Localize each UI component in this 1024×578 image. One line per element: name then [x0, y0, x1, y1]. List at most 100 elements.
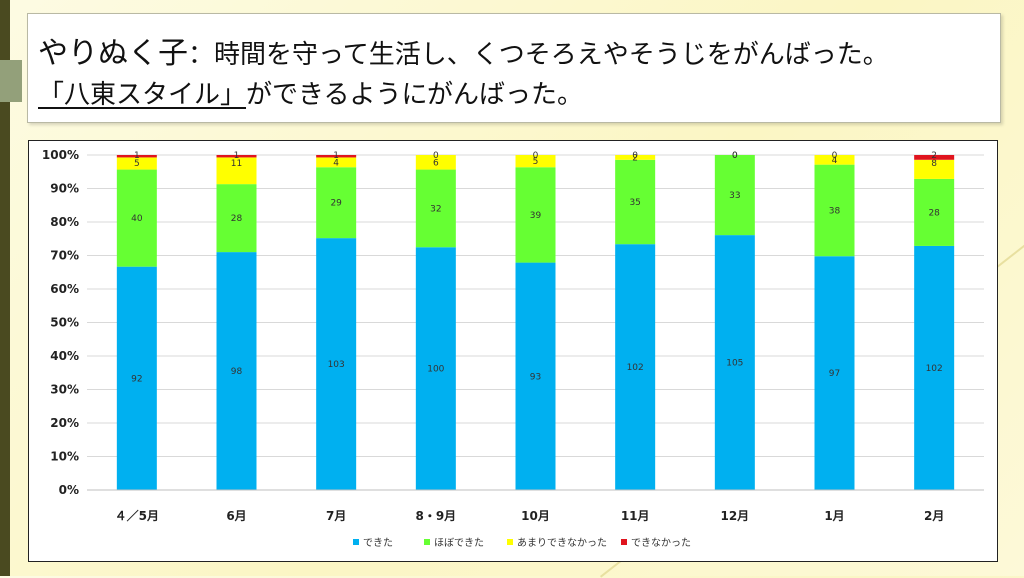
bar-segment [216, 184, 257, 253]
slide-subtitle: 「八東スタイル」ができるようにがんばった。 [38, 74, 583, 111]
data-label: 102 [627, 363, 644, 373]
x-tick-label: 2月 [924, 509, 944, 523]
legend-label: できた [363, 537, 393, 549]
bar-segment [116, 157, 157, 170]
data-label: 8 [931, 159, 937, 169]
data-label: 5 [134, 159, 140, 169]
data-label: 0 [433, 151, 439, 161]
y-tick-label: 0% [59, 483, 79, 497]
data-label: 40 [131, 214, 143, 224]
y-tick-label: 30% [50, 383, 79, 397]
bar-segment [814, 256, 855, 490]
bar-segment [615, 244, 656, 490]
bar-segment [914, 178, 955, 246]
bar-segment [216, 252, 257, 490]
title-box: やりぬく子：時間を守って生活し、くつそろえやそうじをがんばった。 「八東スタイル… [27, 13, 1001, 123]
y-tick-label: 50% [50, 316, 79, 330]
slide-title: やりぬく子：時間を守って生活し、くつそろえやそうじをがんばった。 [38, 28, 889, 72]
data-label: 29 [330, 199, 342, 209]
bar-segment [714, 155, 755, 236]
data-label: 5 [533, 157, 539, 167]
data-label: 38 [829, 206, 841, 216]
legend-label: あまりできなかった [517, 537, 607, 549]
bar-segment [316, 167, 357, 239]
legend-swatch [424, 539, 430, 545]
data-label: 6 [433, 158, 439, 168]
data-label: 4 [333, 158, 339, 168]
x-tick-label: 10月 [521, 509, 550, 523]
subtitle-rest: ができるようにがんばった。 [246, 80, 583, 110]
x-tick-label: ４／5月 [115, 508, 159, 523]
bar-segment [216, 157, 257, 185]
data-label: 100 [427, 365, 444, 375]
data-label: 92 [131, 374, 142, 384]
chart-container: 0% 10% 20% 30% 40% 50% 60% 70% 80% 90% 100% 92 40 5 1 ４… [28, 140, 998, 562]
data-label: 4 [832, 156, 838, 166]
bar-segment [316, 238, 357, 490]
data-label: 105 [726, 359, 743, 369]
data-label: 97 [829, 369, 840, 379]
y-tick-label: 40% [50, 349, 79, 363]
y-tick-label: 80% [50, 215, 79, 229]
data-label: 103 [328, 360, 345, 370]
data-label: 1 [333, 151, 339, 161]
y-tick-label: 70% [50, 249, 79, 263]
bar-segment [814, 164, 855, 257]
data-label: 28 [231, 214, 243, 224]
data-label: 1 [134, 151, 140, 161]
data-label: 32 [430, 204, 441, 214]
bar-segment [515, 155, 556, 168]
subtitle-underlined: 「八東スタイル」 [38, 80, 247, 110]
bar-segment [415, 169, 456, 248]
data-label: 2 [931, 151, 937, 161]
data-label: 2 [632, 153, 638, 163]
bar-segment [415, 247, 456, 490]
bar-segment [316, 155, 357, 158]
bar-segment [116, 266, 157, 490]
data-label: 0 [832, 151, 838, 161]
data-label: 0 [732, 151, 738, 161]
x-tick-label: 7月 [326, 509, 346, 523]
legend-swatch [353, 539, 359, 545]
data-label: 102 [926, 364, 943, 374]
data-label: 33 [729, 191, 740, 201]
left-accent-block [0, 60, 22, 102]
data-label: 0 [732, 151, 738, 161]
bar-segment [316, 157, 357, 168]
left-accent-bar [0, 0, 10, 576]
bar-segment [515, 167, 556, 263]
x-tick-label: 6月 [226, 509, 246, 523]
stacked-bar-chart: 0%10%20%30%40%50%60%70%80%90%100%924051４… [42, 148, 984, 549]
title-rest: 時間を守って生活し、くつそろえやそうじをがんばった。 [214, 40, 889, 70]
data-label: 11 [231, 159, 242, 169]
data-label: 39 [530, 211, 542, 221]
legend-swatch [621, 539, 627, 545]
data-label: 0 [632, 151, 638, 161]
bar-segment [216, 155, 257, 158]
y-tick-label: 10% [50, 450, 79, 464]
bar-segment [615, 155, 656, 160]
bar-segment [116, 155, 157, 158]
bar-segment [814, 155, 855, 165]
bar-segment [914, 245, 955, 490]
y-tick-label: 90% [50, 182, 79, 196]
x-tick-label: 1月 [824, 509, 844, 523]
bar-segment [914, 159, 955, 179]
data-label: 0 [533, 151, 539, 161]
data-label: 35 [629, 198, 640, 208]
x-tick-label: 12月 [720, 509, 749, 523]
y-tick-label: 60% [50, 282, 79, 296]
bar-segment [714, 235, 755, 490]
bar-segment [914, 155, 955, 160]
legend-label: できなかった [631, 537, 691, 549]
bar-segment [615, 159, 656, 245]
data-label: 28 [928, 208, 940, 218]
x-tick-label: 8・9月 [415, 509, 456, 523]
y-tick-label: 100% [42, 148, 79, 162]
y-tick-label: 20% [50, 416, 79, 430]
legend-label: ほぼできた [434, 537, 484, 549]
bar-segment [515, 262, 556, 490]
data-label: 93 [530, 372, 541, 382]
data-label: 98 [231, 367, 243, 377]
bar-segment [415, 155, 456, 170]
